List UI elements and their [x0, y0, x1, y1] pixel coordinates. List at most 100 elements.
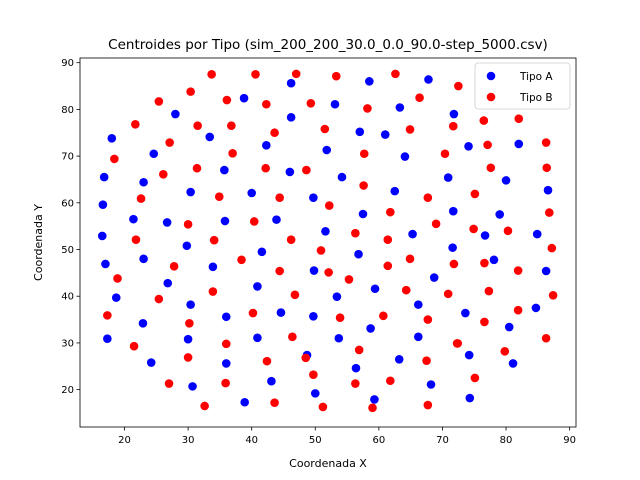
data-point [185, 319, 194, 328]
data-point [192, 163, 202, 173]
data-point [205, 132, 215, 142]
data-point [310, 389, 320, 398]
data-point [318, 402, 328, 412]
data-point [220, 165, 229, 175]
y-tick-label: 60 [61, 198, 74, 209]
data-point [275, 266, 284, 276]
data-point [363, 104, 372, 113]
data-point [413, 332, 423, 342]
data-point [415, 93, 424, 103]
x-tick-label: 90 [563, 435, 576, 446]
y-tick-label: 80 [61, 105, 74, 116]
data-point [286, 78, 296, 88]
y-axis-ticks: 20 30 40 50 60 70 80 90 [61, 58, 80, 396]
data-point [486, 163, 496, 173]
data-point [423, 315, 433, 324]
data-point [548, 290, 558, 300]
data-point [365, 77, 374, 86]
data-point [275, 193, 284, 202]
data-point [423, 193, 433, 202]
data-point [440, 149, 450, 159]
data-point [286, 113, 296, 122]
y-tick-label: 20 [61, 385, 74, 396]
data-point [262, 99, 271, 109]
data-point [454, 81, 463, 91]
data-point [302, 165, 311, 175]
data-point [136, 194, 146, 203]
data-point [270, 128, 279, 138]
series-tipo-a [97, 75, 553, 407]
series-tipo-b [103, 69, 558, 413]
data-point [240, 397, 249, 407]
legend-box [474, 62, 571, 110]
data-point [276, 308, 286, 317]
data-point [321, 226, 330, 236]
data-point [103, 311, 112, 320]
data-point [532, 229, 542, 239]
data-point [208, 262, 218, 272]
data-point [146, 358, 156, 367]
data-point [337, 172, 347, 182]
data-point [541, 333, 551, 343]
data-point [221, 359, 231, 368]
data-point [513, 266, 523, 275]
data-point [239, 93, 249, 103]
data-point [222, 95, 232, 105]
data-point [390, 186, 400, 196]
data-point [286, 235, 296, 244]
legend: Tipo A Tipo B [474, 62, 571, 110]
data-point [495, 210, 504, 219]
data-point [169, 262, 179, 271]
data-point [424, 75, 433, 84]
x-tick-label: 50 [309, 435, 322, 446]
x-axis-label: Coordenada X [289, 457, 367, 470]
data-point [97, 231, 107, 241]
data-point [383, 261, 393, 271]
y-tick-label: 40 [61, 292, 74, 303]
data-point [370, 395, 379, 404]
data-point [422, 356, 431, 365]
data-point [186, 300, 195, 309]
data-point [469, 224, 478, 234]
data-point [383, 235, 393, 244]
data-point [324, 268, 333, 277]
data-point [253, 282, 262, 291]
data-point [107, 134, 117, 143]
data-point [500, 347, 510, 356]
data-point [129, 214, 138, 224]
data-point [513, 305, 523, 315]
data-point [335, 313, 345, 323]
data-point [395, 103, 405, 112]
data-point [359, 149, 369, 159]
data-point [159, 170, 168, 179]
data-point [270, 398, 279, 408]
data-point [138, 319, 148, 328]
data-point [98, 200, 108, 209]
data-point [272, 215, 281, 224]
data-point [351, 228, 360, 238]
legend-label: Tipo B [519, 92, 553, 104]
data-point [461, 308, 470, 318]
chart-title: Centroides por Tipo (sim_200_200_30.0_0.… [108, 37, 548, 53]
data-point [470, 373, 480, 383]
data-point [290, 290, 300, 300]
data-point [163, 278, 173, 288]
data-point [301, 353, 311, 363]
data-point [386, 207, 395, 217]
data-point [355, 127, 365, 137]
data-point [501, 176, 511, 185]
data-point [291, 69, 301, 79]
data-point [480, 231, 490, 240]
data-point [354, 345, 364, 355]
data-point [344, 275, 354, 284]
data-point [186, 187, 195, 197]
y-tick-label: 70 [61, 152, 74, 163]
data-point [316, 246, 326, 255]
data-point [183, 353, 193, 362]
data-point [366, 324, 375, 333]
data-point [207, 70, 216, 79]
data-point [99, 172, 109, 182]
data-point [379, 311, 388, 321]
data-point [209, 235, 219, 245]
